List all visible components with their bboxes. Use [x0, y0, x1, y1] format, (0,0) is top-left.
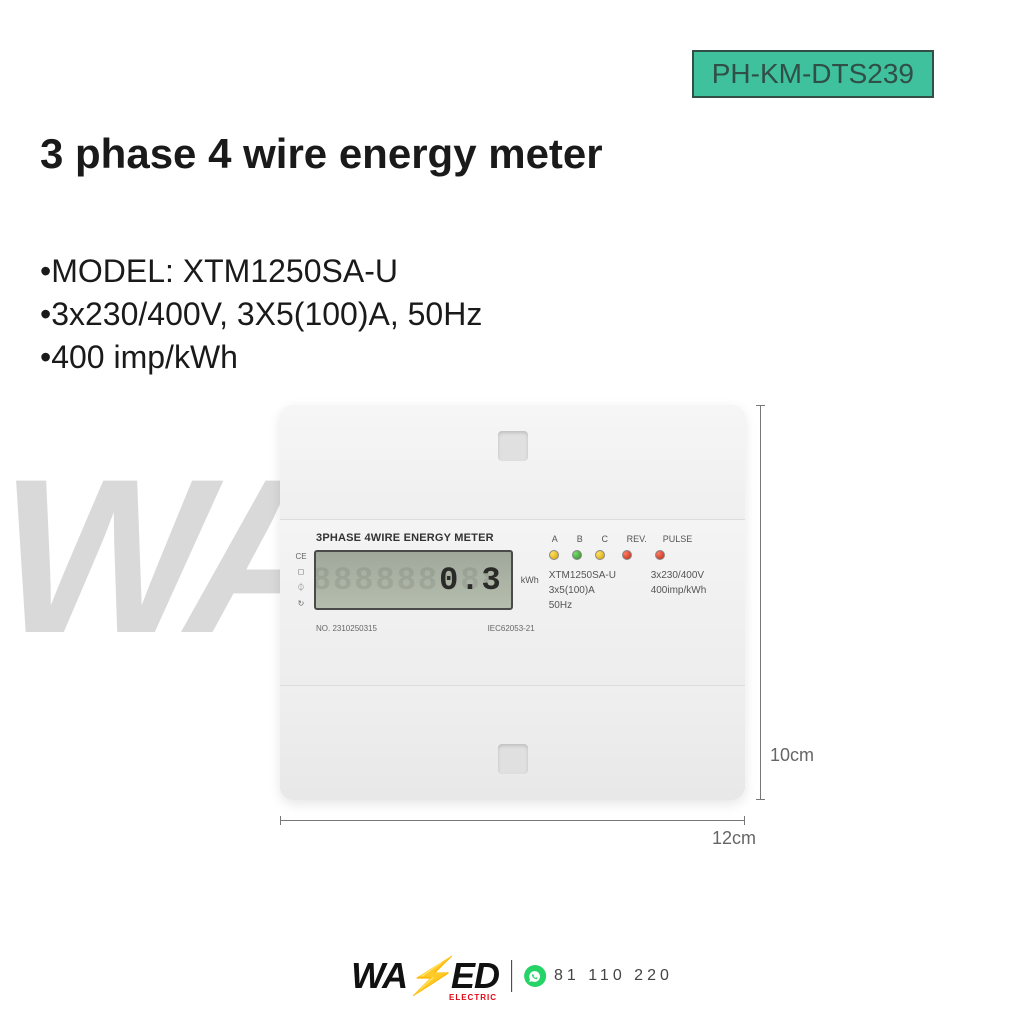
spec-imp: 400 imp/kWh [40, 336, 482, 379]
meter-lcd: 0.3 [314, 550, 513, 610]
lcd-value: 0.3 [439, 562, 503, 599]
meter-top-cover [280, 405, 745, 520]
footer-logo-sub: ELECTRIC [449, 994, 497, 1002]
footer-phone: 81 110 220 [554, 967, 673, 985]
kwh-label: kWh [519, 575, 539, 585]
led-label-c: C [599, 534, 611, 544]
led-label-a: A [549, 534, 561, 544]
meter-bottom-cover [280, 685, 745, 800]
footer-divider [511, 960, 512, 992]
sku-badge: PH-KM-DTS239 [692, 50, 934, 98]
footer: WA⚡ED ELECTRIC 81 110 220 [351, 958, 673, 994]
dimension-line-horizontal [280, 820, 745, 821]
meter-face: 3PHASE 4WIRE ENERGY METER CE◻⏀↻ 0.3 kWh … [280, 520, 745, 685]
spec-list: MODEL: XTM1250SA-U 3x230/400V, 3X5(100)A… [40, 250, 482, 380]
spec-electrical: 3x230/400V, 3X5(100)A, 50Hz [40, 293, 482, 336]
led-pulse [655, 550, 665, 560]
face-spec-voltage: 3x230/400V [651, 570, 731, 581]
footer-logo: WA⚡ED ELECTRIC [351, 958, 499, 994]
led-c [595, 550, 605, 560]
meter-top-slot [498, 431, 528, 461]
meter-face-left: 3PHASE 4WIRE ENERGY METER CE◻⏀↻ 0.3 kWh … [294, 532, 539, 673]
dimension-line-vertical [760, 405, 761, 800]
face-spec-imp: 400imp/kWh [651, 585, 731, 596]
dimension-height: 10cm [770, 745, 814, 766]
led-rev [622, 550, 632, 560]
spec-model: MODEL: XTM1250SA-U [40, 250, 482, 293]
meter-face-title: 3PHASE 4WIRE ENERGY METER [316, 532, 539, 544]
product-title: 3 phase 4 wire energy meter [40, 130, 603, 178]
led-label-b: B [574, 534, 586, 544]
led-label-pulse: PULSE [663, 534, 689, 544]
meter-device: 3PHASE 4WIRE ENERGY METER CE◻⏀↻ 0.3 kWh … [280, 405, 745, 800]
meter-face-right: A B C REV. PULSE XTM1250SA-U 3x230/400V … [549, 532, 731, 673]
meter-serial: NO. 2310250315 [316, 624, 377, 633]
meter-symbols: CE◻⏀↻ [294, 552, 308, 608]
led-a [549, 550, 559, 560]
dimension-width: 12cm [712, 828, 756, 849]
led-b [572, 550, 582, 560]
face-spec-model: XTM1250SA-U [549, 570, 641, 581]
led-label-rev: REV. [624, 534, 650, 544]
face-spec-freq: 50Hz [549, 600, 641, 611]
meter-standard: IEC62053-21 [488, 624, 535, 633]
whatsapp-icon [524, 965, 546, 987]
face-spec-current: 3x5(100)A [549, 585, 641, 596]
meter-bottom-slot [498, 744, 528, 774]
